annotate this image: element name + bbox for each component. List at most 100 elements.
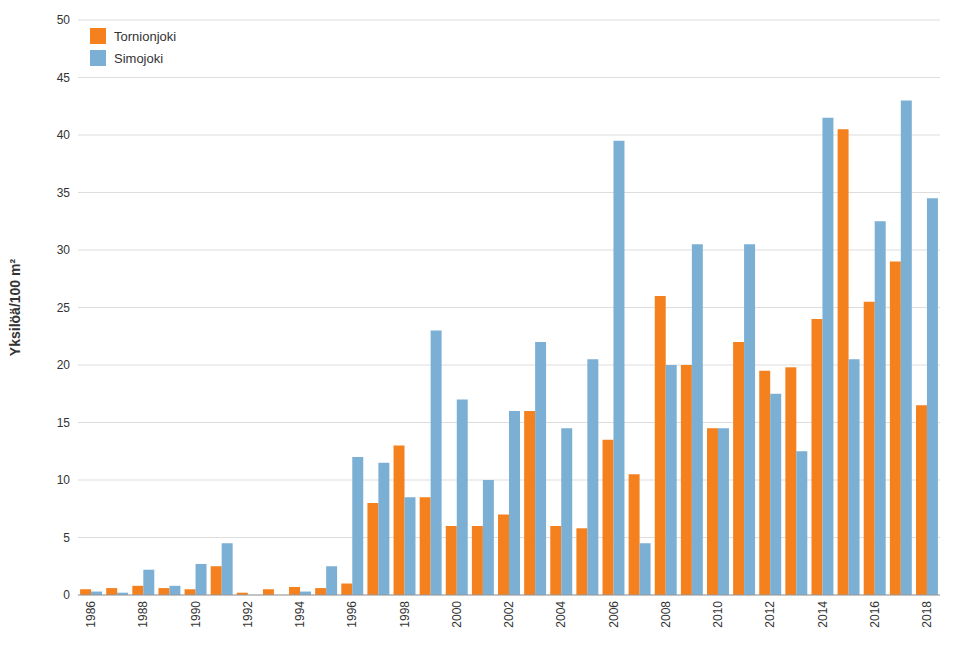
grid-line [78,20,940,21]
bar [770,394,781,595]
y-tick-label: 15 [57,416,71,430]
bar [576,528,587,595]
legend-swatch [90,50,106,66]
x-tick-label: 2004 [554,601,568,628]
bar [811,319,822,595]
bar [315,588,326,595]
bar [838,129,849,595]
x-tick-label: 2006 [607,601,621,628]
bar [692,244,703,595]
bar [405,497,416,595]
y-tick-label: 35 [57,186,71,200]
y-tick-label: 50 [57,13,71,27]
x-tick-label: 2018 [920,601,934,628]
grid-line [78,77,940,78]
y-tick-label: 30 [57,243,71,257]
bar [326,566,337,595]
y-axis-label: Yksilöä/100 m² [7,259,23,357]
x-tick-label: 2002 [502,601,516,628]
bar [901,101,912,596]
bar [367,503,378,595]
y-tick-label: 10 [57,473,71,487]
legend-swatch [90,28,106,44]
legend: Tornionjoki Simojoki [90,28,176,66]
bar [446,526,457,595]
bar [796,451,807,595]
bar [603,440,614,595]
x-tick-label: 1998 [398,601,412,628]
bar [864,302,875,595]
bar [587,359,598,595]
bar [158,588,169,595]
bar [498,515,509,596]
bar [143,570,154,595]
bar [916,405,927,595]
bar [822,118,833,595]
bar [655,296,666,595]
bar [666,365,677,595]
y-tick-label: 20 [57,358,71,372]
bar [472,526,483,595]
bar [169,586,180,595]
grid-line [78,307,940,308]
bar [378,463,389,595]
grid-line [78,135,940,136]
chart: 0510152025303540455019861988199019921994… [0,0,960,651]
bar [524,411,535,595]
bar [849,359,860,595]
legend-label: Simojoki [114,51,163,66]
bar [733,342,744,595]
bar [681,365,692,595]
x-tick-label: 2008 [659,601,673,628]
x-tick-label: 1990 [189,601,203,628]
y-tick-label: 0 [63,588,70,602]
bar [509,411,520,595]
bar [341,584,352,596]
y-tick-label: 5 [63,531,70,545]
y-tick-label: 45 [57,71,71,85]
bar [613,141,624,595]
grid-line [78,192,940,193]
x-axis-line [78,595,940,596]
bar [132,586,143,595]
legend-label: Tornionjoki [114,29,176,44]
bar [91,592,102,595]
x-tick-label: 1992 [241,601,255,628]
bar [785,367,796,595]
x-tick-label: 2010 [711,601,725,628]
y-tick-label: 40 [57,128,71,142]
x-tick-label: 1996 [345,601,359,628]
x-tick-label: 2016 [868,601,882,628]
x-tick-label: 2014 [816,601,830,628]
bar [718,428,729,595]
bar [211,566,222,595]
bar [890,262,901,596]
bar [744,244,755,595]
x-tick-label: 2000 [450,601,464,628]
y-tick-label: 25 [57,301,71,315]
bar [185,589,196,595]
bar [431,331,442,596]
bar [222,543,233,595]
bar [457,400,468,596]
bar [875,221,886,595]
grid-line [78,595,940,596]
bar [759,371,770,595]
bar [80,589,91,595]
bar [196,564,207,595]
grid-line [78,365,940,366]
bar [420,497,431,595]
bar [352,457,363,595]
bar [640,543,651,595]
bar [483,480,494,595]
bar [535,342,546,595]
x-tick-label: 1988 [137,601,151,628]
bar [263,589,274,595]
bar [289,587,300,595]
grid [78,20,940,595]
bar [394,446,405,596]
bar [927,198,938,595]
bar [561,428,572,595]
x-tick-label: 1986 [84,601,98,628]
bars [80,101,938,596]
